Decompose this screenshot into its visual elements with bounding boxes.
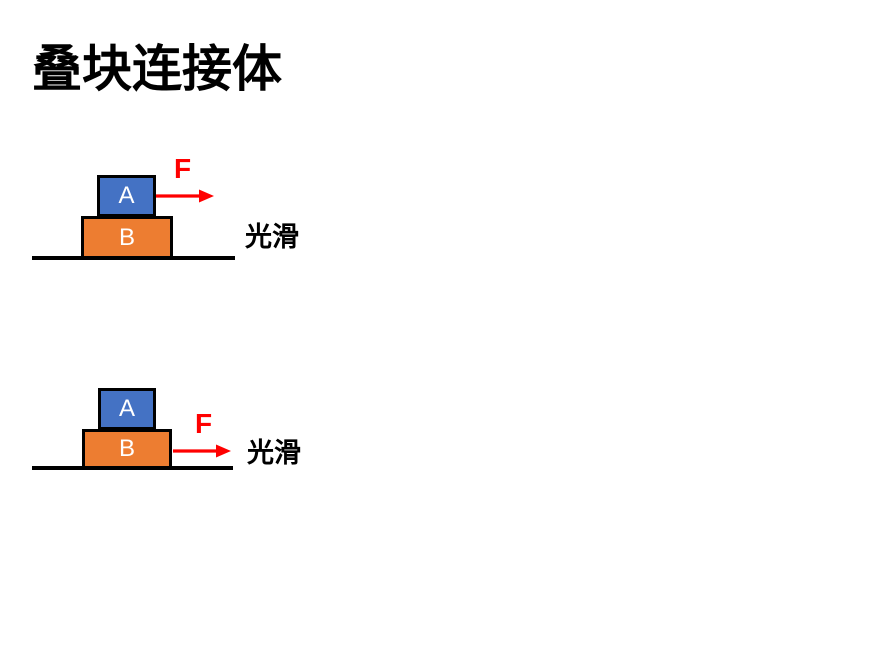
force-arrow-icon	[173, 444, 231, 458]
block-a: A	[97, 175, 156, 217]
block-a-label: A	[118, 395, 135, 422]
surface-label: 光滑	[245, 222, 299, 252]
block-a-label: A	[118, 182, 135, 209]
force-label: F	[174, 153, 192, 184]
block-b-label: B	[118, 223, 135, 251]
ground-line	[32, 256, 235, 260]
block-b-label: B	[118, 435, 135, 462]
block-a: A	[98, 388, 156, 430]
surface-label: 光滑	[247, 438, 301, 468]
ground-line	[32, 466, 233, 470]
force-label: F	[195, 408, 213, 439]
page-title: 叠块连接体	[32, 41, 282, 97]
block-b: B	[81, 216, 173, 259]
block-b: B	[82, 429, 172, 469]
force-arrow-icon	[156, 189, 214, 203]
